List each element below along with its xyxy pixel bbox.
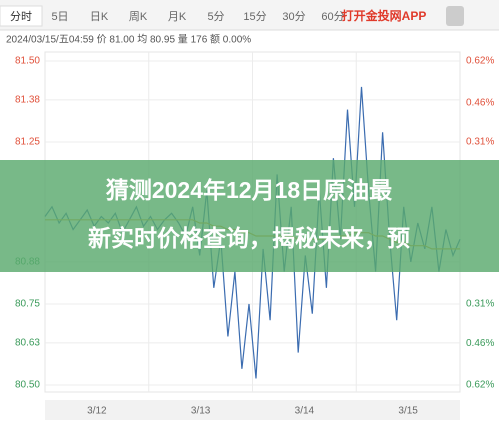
banner — [0, 160, 499, 272]
tab[interactable]: 日K — [90, 11, 109, 23]
y2-tick-label: 0.62% — [466, 380, 494, 391]
tab[interactable]: 周K — [129, 10, 148, 23]
y-tick-label: 80.75 — [15, 299, 40, 310]
tab[interactable]: 5分 — [207, 10, 224, 23]
active-tab-bg — [0, 5, 43, 27]
banner-line: 猜测2024年12月18日原油最 — [105, 177, 393, 203]
y-tick-label: 80.63 — [15, 338, 40, 349]
y-tick-label: 81.38 — [15, 95, 40, 106]
tab[interactable]: 月K — [168, 11, 187, 23]
y2-tick-label: 0.46% — [466, 97, 494, 108]
y-tick-label: 81.50 — [15, 56, 40, 67]
tab[interactable]: 30分 — [282, 10, 305, 23]
tab[interactable]: 15分 — [243, 10, 266, 23]
day-label: 3/12 — [87, 406, 107, 417]
app-button[interactable]: 打开金投网APP — [342, 8, 427, 23]
day-label: 3/15 — [398, 406, 418, 417]
y2-tick-label: 0.46% — [466, 338, 494, 349]
menu-icon[interactable] — [446, 6, 464, 26]
y2-tick-label: 0.31% — [466, 299, 494, 310]
banner-line: 新实时价格查询，揭秘未来，预 — [88, 225, 410, 251]
tab-bar — [0, 0, 499, 30]
day-label: 3/13 — [191, 406, 211, 417]
y-tick-label: 81.25 — [15, 137, 40, 148]
navigator — [45, 400, 460, 420]
tab[interactable]: 60分 — [321, 10, 344, 23]
tab[interactable]: 5日 — [51, 11, 68, 23]
y-tick-label: 80.50 — [15, 380, 40, 391]
y2-tick-label: 0.31% — [466, 137, 494, 148]
day-label: 3/14 — [295, 406, 315, 417]
info-line: 2024/03/15/五04:59 价 81.00 均 80.95 量 176 … — [6, 33, 251, 46]
y2-tick-label: 0.62% — [466, 56, 494, 67]
tab[interactable]: 分时 — [10, 10, 32, 23]
